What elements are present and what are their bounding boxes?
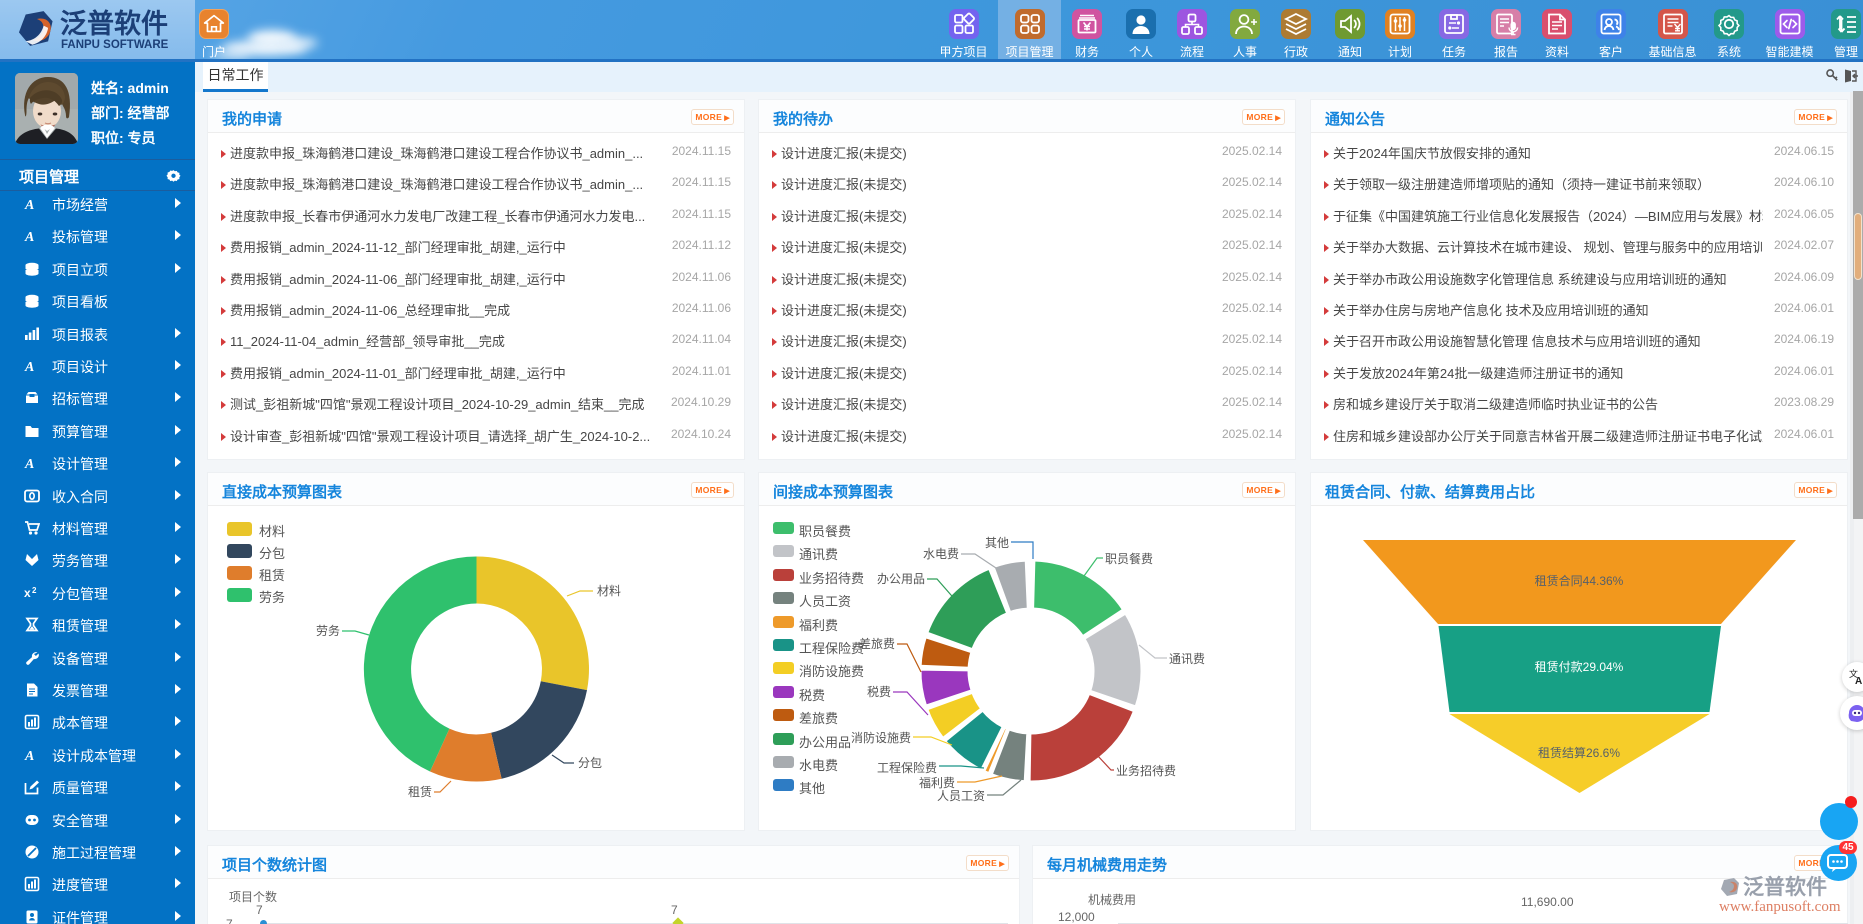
- svg-text:A: A: [24, 198, 34, 212]
- svg-text:文: 文: [1849, 668, 1858, 679]
- svg-text:泛普软件: 泛普软件: [60, 8, 168, 39]
- svg-text:分包: 分包: [578, 756, 602, 770]
- svg-text:差旅费: 差旅费: [859, 637, 895, 651]
- svg-text:A: A: [24, 749, 34, 763]
- svg-text:租赁结算26.6%: 租赁结算26.6%: [1538, 745, 1620, 760]
- svg-text:租赁付款29.04%: 租赁付款29.04%: [1535, 660, 1624, 674]
- svg-text:租赁合同44.36%: 租赁合同44.36%: [1535, 573, 1624, 588]
- svg-text:租赁: 租赁: [408, 785, 432, 799]
- svg-text:通讯费: 通讯费: [1169, 652, 1205, 666]
- svg-text:工程保险费: 工程保险费: [877, 760, 937, 775]
- svg-text:泛普软件: 泛普软件: [1743, 875, 1827, 899]
- svg-text:其他: 其他: [985, 536, 1009, 550]
- svg-text:消防设施费: 消防设施费: [851, 730, 911, 745]
- svg-text:A: A: [24, 230, 34, 244]
- svg-text:福利费: 福利费: [919, 775, 955, 790]
- svg-text:水电费: 水电费: [923, 547, 959, 561]
- svg-text:FANPU SOFTWARE: FANPU SOFTWARE: [61, 39, 169, 51]
- svg-text:劳务: 劳务: [316, 623, 340, 638]
- svg-text:A: A: [24, 457, 34, 471]
- svg-text:A: A: [1855, 676, 1862, 686]
- svg-text:职员餐费: 职员餐费: [1105, 551, 1153, 566]
- svg-text:材料: 材料: [597, 584, 621, 598]
- svg-text:www.fanpusoft.com: www.fanpusoft.com: [1719, 899, 1841, 914]
- svg-text:业务招待费: 业务招待费: [1116, 763, 1176, 778]
- svg-text:x: x: [24, 586, 31, 600]
- svg-text:人员工资: 人员工资: [937, 789, 985, 803]
- svg-text:税费: 税费: [867, 685, 891, 699]
- svg-text:2: 2: [32, 586, 37, 595]
- svg-text:A: A: [24, 360, 34, 374]
- svg-text:办公用品: 办公用品: [877, 571, 925, 586]
